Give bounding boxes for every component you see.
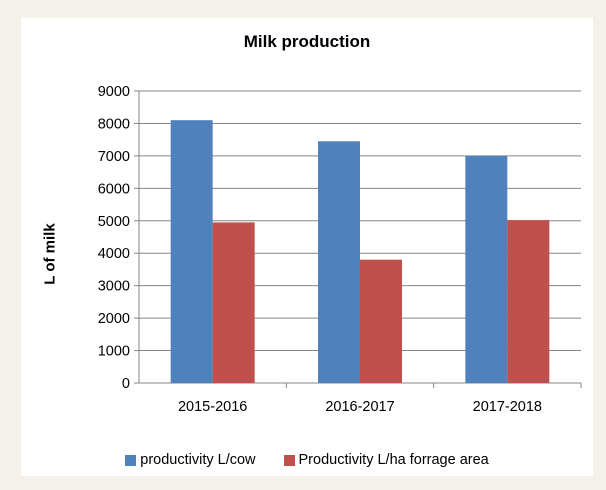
bar [465,155,508,383]
bar [170,120,213,383]
bar [360,259,402,383]
y-tick-label: 4000 [98,246,130,262]
legend-item: Productivity L/ha forrage area [283,452,489,468]
legend-swatch [283,454,295,466]
y-tick-label: 6000 [98,181,130,197]
legend: productivity L/cow Productivity L/ha forr… [21,452,593,468]
y-tick-label: 1000 [98,344,130,360]
y-tick-label: 3000 [98,279,130,295]
chart-title: Milk production [243,32,371,51]
y-tick-label: 9000 [98,84,130,100]
legend-item: productivity L/cow [125,452,256,468]
x-tick-label: 2016-2017 [325,399,394,415]
y-tick-label: 2000 [98,311,130,327]
bar [507,220,550,383]
y-tick-label: 0 [122,376,130,392]
legend-swatch [125,454,137,466]
y-tick-label: 5000 [98,214,130,230]
legend-label: Productivity L/ha forrage area [298,452,489,468]
x-tick-label: 2017-2018 [473,399,542,415]
y-tick-label: 7000 [98,149,130,165]
bar-chart: 0 1000 2000 3000 4000 5000 6000 7000 8000 9000 201… [98,84,582,415]
chart-card: Milk production L of milk 0 1000 2000 3000 4… [21,18,593,476]
x-tick-label: 2015-2016 [178,399,247,415]
bar [318,141,360,383]
legend-label: productivity L/cow [140,452,256,468]
bar [212,222,255,383]
y-tick-label: 8000 [98,116,130,132]
